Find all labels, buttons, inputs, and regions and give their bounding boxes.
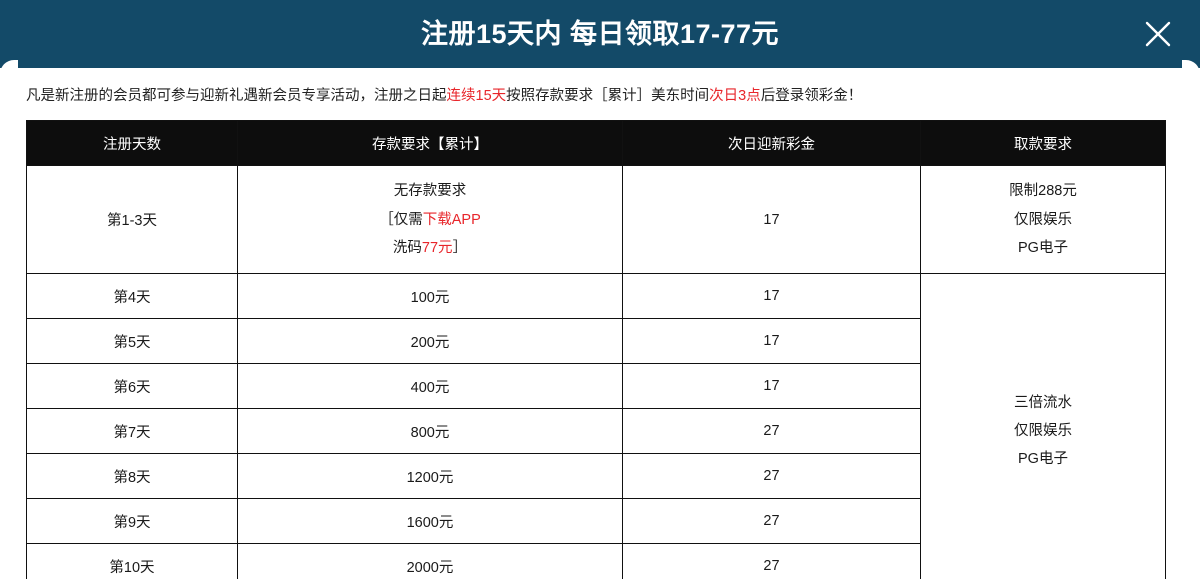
cell-days: 第10天 [26,543,238,579]
cell-deposit: 400元 [237,363,623,410]
cell-deposit: 1600元 [237,498,623,545]
cell-days: 第6天 [26,363,238,410]
cell-withdraw-rest: 三倍流水 仅限娱乐 PG电子 [920,273,1166,579]
page-title: 注册15天内 每日领取17-77元 [420,18,780,49]
deposit-line-3-tail: ］ [452,239,468,256]
cell-bonus: 17 [622,273,921,320]
cell-bonus: 17 [622,318,921,365]
table-row: 第10天 2000元 27 [26,543,1166,579]
deposit-line-3-text: 洗码 [392,239,422,256]
cell-bonus: 27 [622,543,921,579]
cell-deposit: 无存款要求 ［仅需下载APP 洗码77元］ [237,165,623,275]
cell-days: 第1-3天 [26,165,238,275]
cell-days: 第8天 [26,453,238,500]
cell-deposit: 1200元 [237,453,623,500]
column-header-days: 注册天数 [26,120,238,167]
cell-deposit: 800元 [237,408,623,455]
column-header-withdraw: 取款要求 [920,120,1166,167]
withdraw-rest-line-1: 三倍流水 [1014,394,1072,411]
cell-days: 第4天 [26,273,238,320]
cell-bonus: 27 [622,408,921,455]
intro-text: 凡是新注册的会员都可参与迎新礼遇新会员专享活动，注册之日起连续15天按照存款要求… [26,86,1174,106]
cell-withdraw-first: 限制288元 仅限娱乐 PG电子 [920,165,1166,275]
table-header-row: 注册天数 存款要求【累计】 次日迎新彩金 取款要求 [26,120,1166,167]
column-header-bonus: 次日迎新彩金 [622,120,921,167]
intro-highlight-1: 连续15天 [446,88,507,104]
withdraw-rest-line-3: PG电子 [1018,451,1068,468]
table-row: 第4天 100元 17 三倍流水 仅限娱乐 PG电子 [26,273,1166,579]
table-row: 第1-3天 无存款要求 ［仅需下载APP 洗码77元］ 17 限制288元 仅限… [26,165,1166,275]
deposit-line-2-text: ［仅需 [379,211,423,228]
withdraw-first-line-2: 仅限娱乐 [1014,211,1072,228]
cell-bonus: 17 [622,363,921,410]
table-row: 第5天 200元 17 [26,318,1166,365]
withdraw-rest-line-2: 仅限娱乐 [1014,423,1072,440]
intro-part-1: 凡是新注册的会员都可参与迎新礼遇新会员专享活动，注册之日起 [26,88,447,104]
close-button[interactable] [1138,14,1178,54]
deposit-line-1: 无存款要求 [393,183,467,200]
column-header-deposit: 存款要求【累计】 [237,120,623,167]
deposit-line-3-highlight: 77元 [421,239,453,256]
modal-body: 凡是新注册的会员都可参与迎新礼遇新会员专享活动，注册之日起连续15天按照存款要求… [0,86,1200,579]
cell-bonus: 27 [622,453,921,500]
cell-days: 第9天 [26,498,238,545]
withdraw-first-line-1: 限制288元 [1009,183,1077,200]
table-row: 第7天 800元 27 [26,408,1166,455]
deposit-line-2: ［仅需下载APP [238,206,622,234]
promotion-table: 注册天数 存款要求【累计】 次日迎新彩金 取款要求 第1-3天 无存款要求 ［仅… [26,120,1166,579]
cell-deposit: 100元 [237,273,623,320]
cell-days: 第7天 [26,408,238,455]
deposit-line-3: 洗码77元］ [238,234,622,262]
cell-deposit: 2000元 [237,543,623,579]
intro-part-3: 后登录领彩金！ [760,88,863,104]
close-icon [1143,19,1173,49]
modal-header: 注册15天内 每日领取17-77元 [0,0,1200,68]
cell-bonus: 17 [622,165,921,275]
deposit-line-2-highlight: 下载APP [422,211,481,228]
cell-deposit: 200元 [237,318,623,365]
cell-days: 第5天 [26,318,238,365]
cell-bonus: 27 [622,498,921,545]
intro-highlight-2: 次日3点 [709,88,761,104]
intro-part-2: 按照存款要求［累计］美东时间 [506,88,710,104]
withdraw-first-line-3: PG电子 [1018,239,1068,256]
